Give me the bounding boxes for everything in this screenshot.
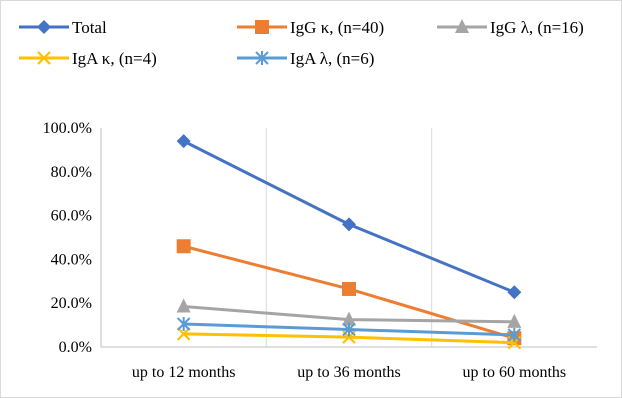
y-tick-label: 100.0% (43, 120, 92, 137)
y-tick-label: 40.0% (51, 251, 92, 268)
data-point (507, 327, 522, 342)
x-tick-label: up to 60 months (463, 364, 567, 381)
data-point (342, 281, 356, 296)
legend: Total IgG κ, (n=40) IgG λ, (n=16) IgA κ, (n… (19, 18, 584, 68)
legend-marker (37, 51, 51, 65)
x-tick-label: up to 12 months (132, 364, 236, 381)
legend-entry: IgA κ, (n=4) (19, 49, 157, 68)
series-iga-n-6 (176, 317, 522, 342)
data-point (342, 311, 356, 326)
data-point (176, 298, 191, 313)
y-tick-label: 20.0% (51, 295, 92, 312)
data-point (342, 217, 356, 232)
y-tick-label: 0.0% (59, 339, 92, 356)
y-tick-label: 80.0% (51, 164, 92, 181)
legend-label: IgA λ, (n=6) (290, 49, 374, 68)
legend-entry: IgG λ, (n=16) (437, 18, 584, 37)
legend-label: Total (72, 18, 107, 37)
legend-entry: IgG κ, (n=40) (237, 18, 384, 37)
x-axis: up to 12 months up to 36 months up to 60 m… (101, 346, 597, 381)
legend-marker (255, 51, 269, 65)
legend-marker (37, 20, 51, 34)
data-point (507, 313, 522, 328)
legend-label: IgG κ, (n=40) (290, 18, 384, 37)
data-point (176, 327, 191, 341)
x-tick-label: up to 36 months (297, 364, 401, 381)
data-point (176, 239, 191, 254)
legend-marker (455, 19, 469, 33)
data-point (176, 317, 191, 332)
series-igg-n-16 (176, 298, 522, 328)
legend-label: IgA κ, (n=4) (72, 49, 157, 68)
y-tick-label: 60.0% (51, 208, 92, 225)
series-total (176, 134, 522, 300)
data-point (507, 285, 522, 300)
legend-marker (255, 20, 269, 34)
legend-entry: Total (19, 18, 107, 37)
plot-area (176, 134, 522, 350)
data-point (342, 322, 356, 337)
data-point (176, 134, 191, 149)
y-axis: 0.0% 20.0% 40.0% 60.0% 80.0% 100.0% (43, 120, 102, 356)
legend-entry: IgA λ, (n=6) (237, 49, 374, 68)
legend-label: IgG λ, (n=16) (490, 18, 584, 37)
series-line (182, 139, 515, 294)
gridlines (265, 128, 433, 347)
